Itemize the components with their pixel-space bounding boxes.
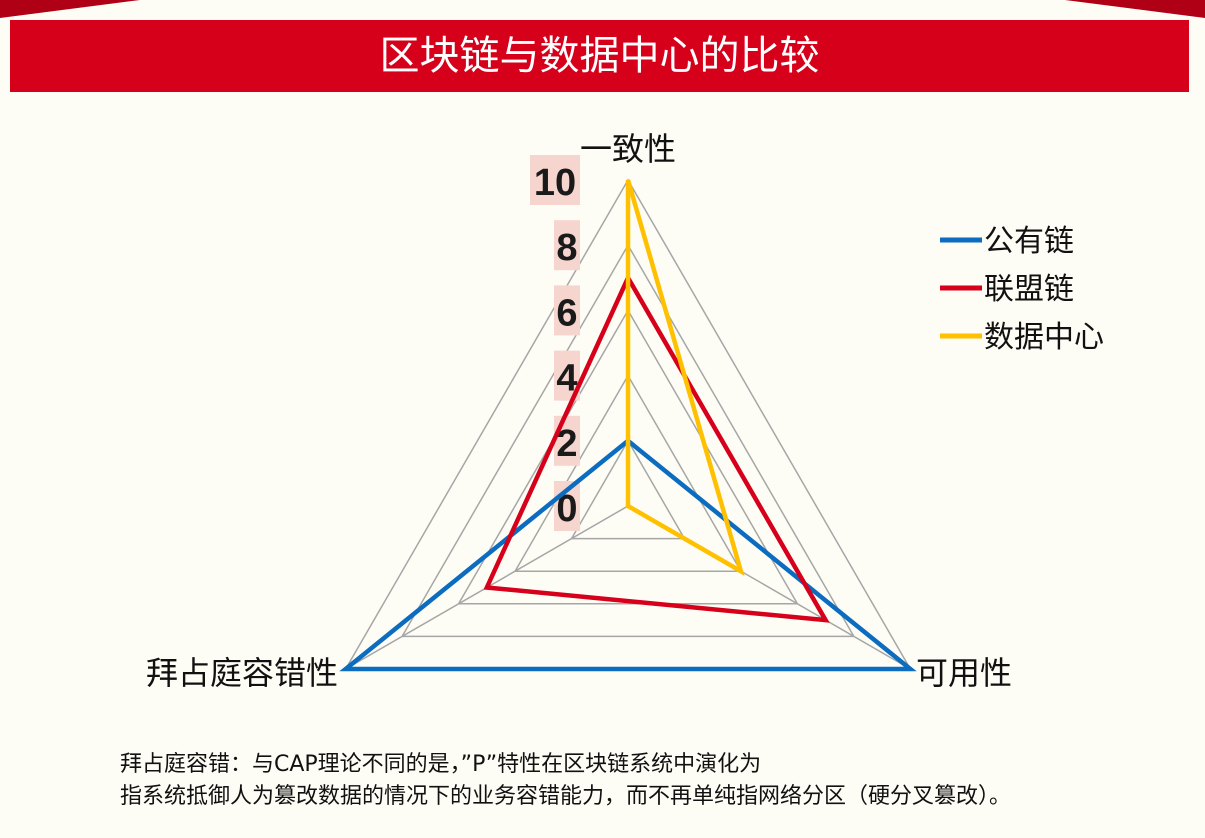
legend-label-0: 公有链	[984, 224, 1074, 259]
tick-label-10: 10	[534, 162, 576, 204]
grid-ring-6	[457, 308, 799, 605]
banner-right-corner	[1065, 0, 1205, 18]
axis-label-2: 拜占庭容错性	[146, 654, 338, 692]
axis-label-1: 可用性	[916, 654, 1012, 692]
banner-left-corner	[0, 0, 140, 18]
axis-label-0: 一致性	[580, 130, 676, 168]
tick-label-2: 2	[556, 423, 577, 465]
tick-bg-6	[554, 285, 580, 336]
series-2-polygon	[625, 179, 745, 576]
series-0-polygon	[339, 437, 917, 672]
caption-line-2: 指系统抵御人为篡改数据的情况下的业务容错能力，而不再单纯指网络分区（硬分叉篡改）…	[120, 784, 1012, 809]
radar-series	[339, 179, 917, 672]
radar-tick-labels: 0 2 4 6 8 10	[530, 155, 580, 531]
tick-bg-10	[530, 155, 580, 205]
tick-label-8: 8	[556, 227, 577, 269]
page-title: 区块链与数据中心的比较	[379, 33, 820, 79]
tick-bg-8	[554, 220, 580, 271]
caption-line-1: 拜占庭容错：与CAP理论不同的是，”P”特性在区块链系统中演化为	[120, 752, 762, 777]
series-1-polygon	[483, 272, 830, 623]
tick-label-4: 4	[556, 358, 577, 400]
legend-label-2: 数据中心	[984, 320, 1104, 355]
grid-ring-8	[400, 243, 856, 638]
title-banner: 区块链与数据中心的比较	[10, 20, 1189, 92]
legend-label-1: 联盟链	[984, 272, 1074, 307]
tick-label-6: 6	[556, 292, 577, 334]
grid-ring-4	[513, 374, 743, 572]
tick-label-0: 0	[556, 488, 577, 530]
tick-bg-2	[554, 415, 580, 466]
grid-ring-2	[570, 439, 686, 540]
